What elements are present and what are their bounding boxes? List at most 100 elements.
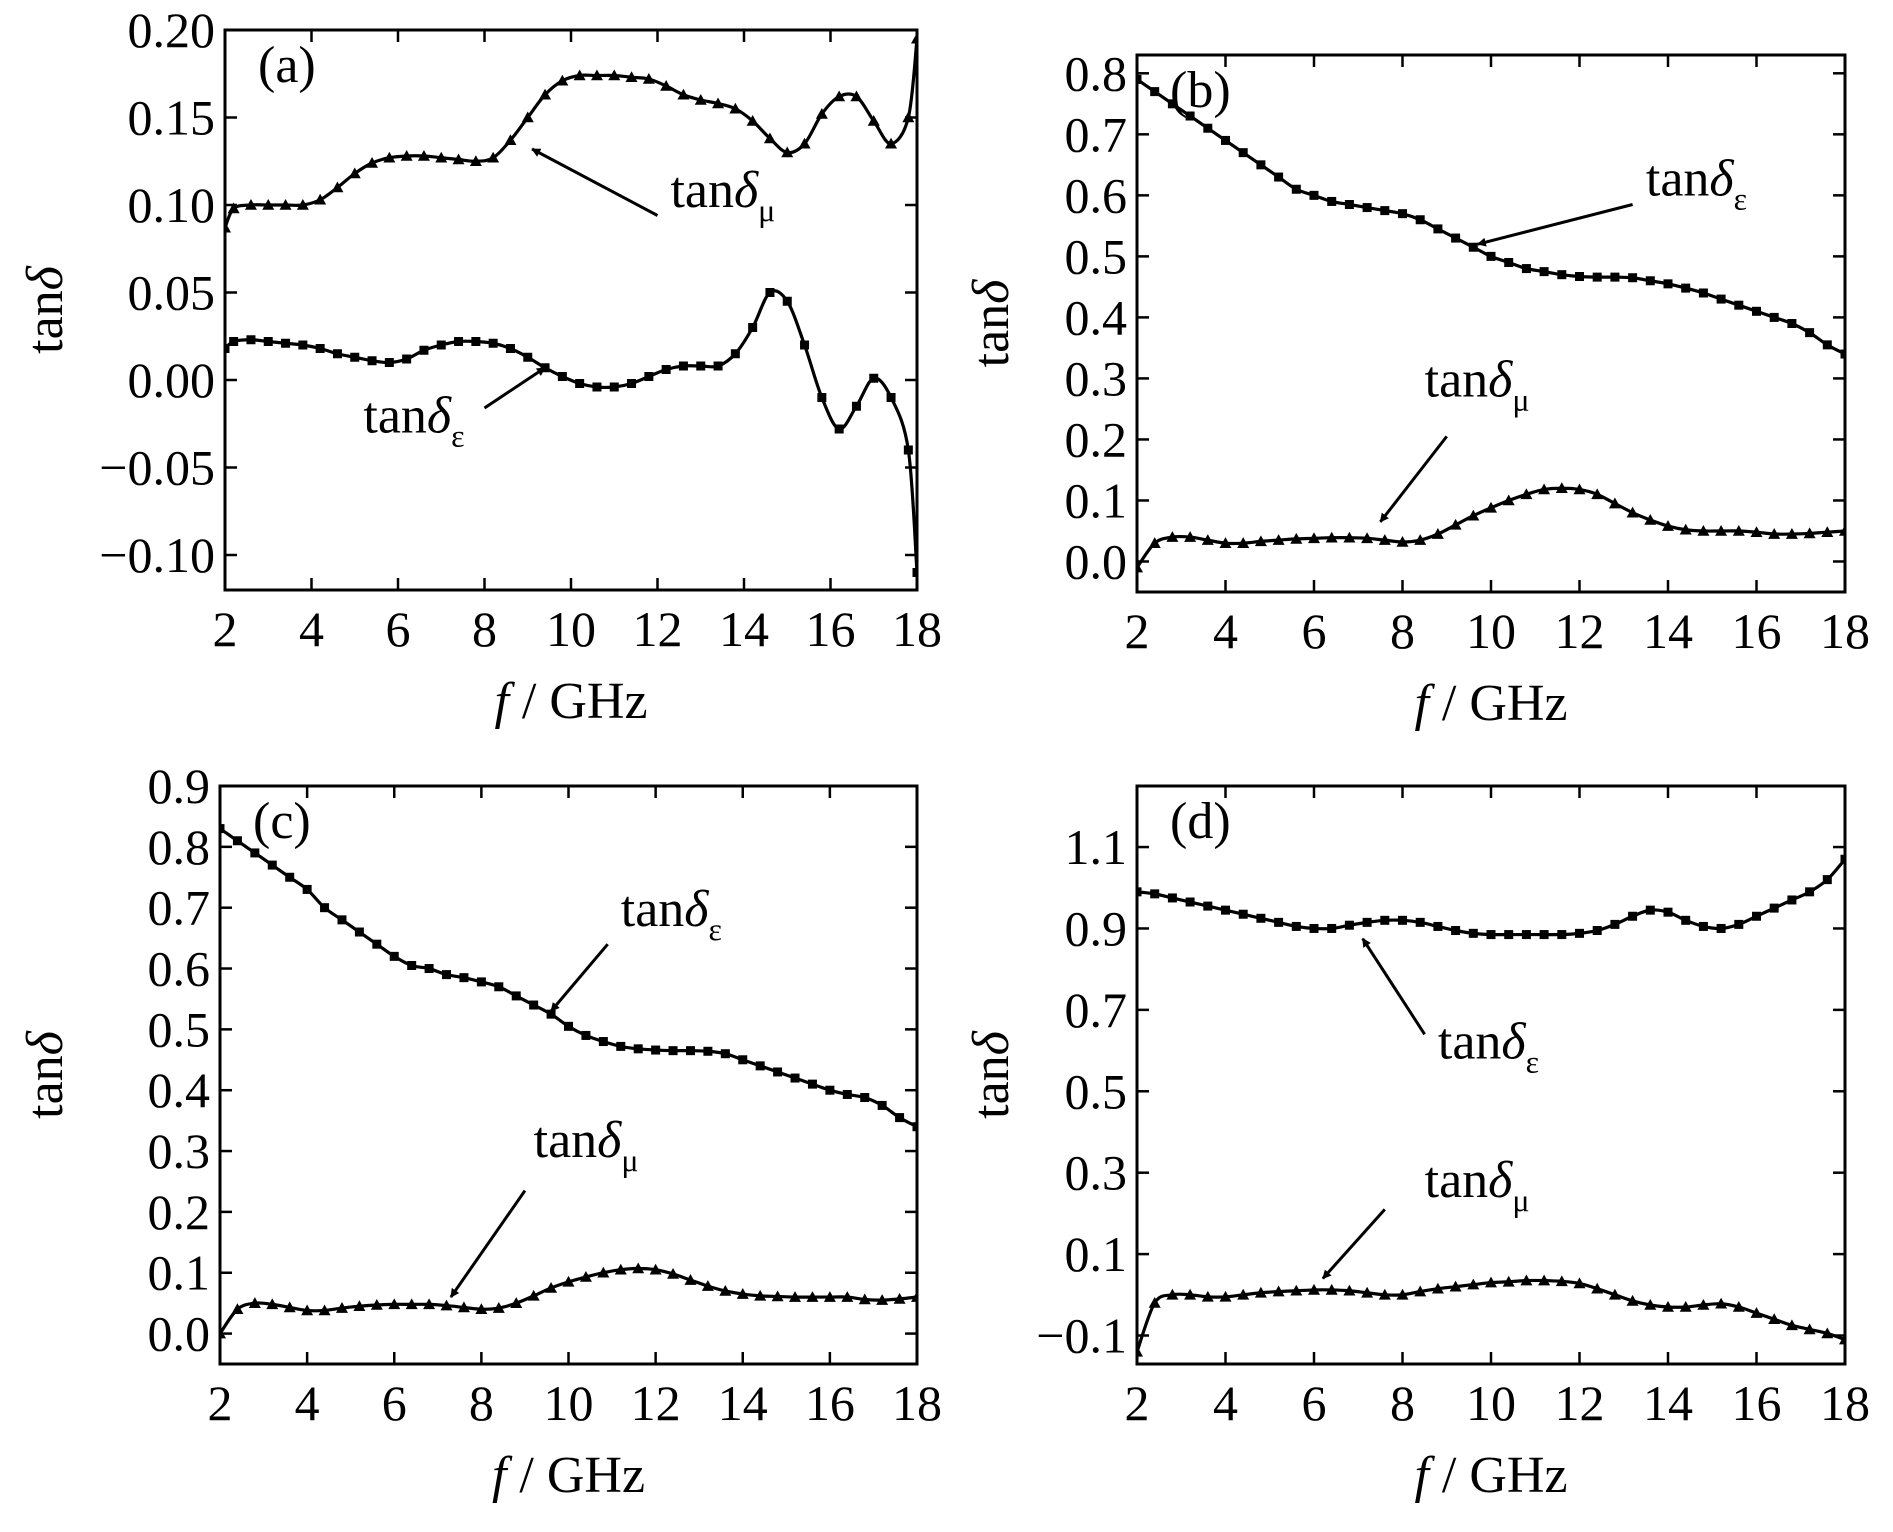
- y-tick-label: 0.9: [148, 758, 211, 814]
- data-point-square: [790, 1073, 800, 1083]
- data-point-triangle: [370, 1298, 383, 1310]
- y-axis-title: tanδ: [963, 279, 1020, 368]
- x-tick-label: 12: [631, 1375, 681, 1431]
- data-point-triangle: [1732, 524, 1745, 536]
- data-point-triangle: [1608, 1288, 1621, 1300]
- annotation-tan-delta-epsilon: tanδε: [549, 881, 722, 1013]
- data-point-square: [668, 1046, 678, 1056]
- data-point-square: [1716, 923, 1726, 933]
- data-point-square: [1344, 920, 1354, 930]
- data-point-square: [1137, 887, 1142, 897]
- data-point-triangle: [244, 199, 257, 210]
- data-point-square: [1167, 893, 1177, 903]
- data-point-square: [1521, 930, 1531, 940]
- data-point-square: [436, 340, 446, 350]
- data-point-square: [1274, 172, 1284, 182]
- data-point-triangle: [1485, 501, 1497, 513]
- data-point-triangle: [649, 1263, 662, 1275]
- data-point-square: [1238, 148, 1248, 158]
- data-point-square: [912, 1122, 917, 1132]
- y-tick-label: 0.4: [148, 1062, 211, 1118]
- data-point-triangle: [719, 1284, 732, 1296]
- y-axis-title-delta: δ: [963, 1030, 1020, 1055]
- data-point-triangle: [331, 181, 344, 193]
- data-point-triangle: [1538, 1274, 1551, 1286]
- data-point-triangle: [1396, 1288, 1409, 1300]
- data-point-square: [782, 296, 792, 306]
- data-point-triangle: [400, 150, 413, 161]
- annotation-label-delta: δ: [734, 162, 759, 219]
- data-point-triangle: [1662, 520, 1674, 531]
- data-point-square: [1380, 206, 1390, 216]
- data-point-square: [1840, 854, 1845, 864]
- data-point-square: [442, 970, 452, 980]
- panel-d-series-square: [1137, 854, 1845, 940]
- x-tick-label: 2: [1125, 603, 1150, 659]
- data-point-square: [1575, 272, 1584, 282]
- data-point-triangle: [231, 1303, 244, 1315]
- y-tick-label: 0.4: [1065, 289, 1128, 345]
- annotation-label-sub: ε: [708, 911, 721, 947]
- annotation-label: tanδμ: [670, 162, 775, 228]
- x-tick-label: 14: [1643, 1375, 1693, 1431]
- data-point-square: [1398, 209, 1407, 219]
- data-point-triangle: [1803, 527, 1816, 539]
- y-tick-label: 0.3: [148, 1123, 211, 1179]
- y-axis-title: tanδ: [963, 1030, 1020, 1119]
- series-line: [1137, 78, 1845, 356]
- data-point-square: [1610, 919, 1620, 929]
- annotation-tan-delta-mu: tanδμ: [1379, 352, 1529, 523]
- y-tick-label: 0.3: [1065, 350, 1128, 406]
- data-point-square: [1221, 905, 1230, 915]
- x-tick-label: 16: [806, 601, 856, 657]
- annotation-label-sub: ε: [451, 418, 464, 454]
- data-point-square: [1521, 264, 1531, 274]
- x-tick-label: 8: [469, 1375, 494, 1431]
- y-tick-label: 0.2: [148, 1184, 211, 1240]
- data-point-triangle: [1644, 513, 1657, 525]
- data-point-square: [598, 1037, 608, 1047]
- x-axis-title-unit: / GHz: [509, 673, 648, 730]
- data-point-triangle: [521, 111, 534, 123]
- data-point-triangle: [545, 1281, 558, 1293]
- data-point-square: [678, 361, 688, 371]
- panel-a: 2 4 6 8 10 12 14 16 18 −0.10 −0.05 0.00 0.05 0.10 0.15…: [17, 2, 942, 730]
- y-tick-label: 0.1: [1065, 472, 1128, 528]
- y-tick-label: 0.6: [148, 941, 211, 997]
- data-point-triangle: [452, 153, 465, 165]
- data-point-triangle: [457, 1301, 470, 1313]
- data-point-triangle: [469, 155, 482, 167]
- data-point-triangle: [1697, 524, 1710, 536]
- data-point-square: [644, 372, 654, 381]
- data-point-square: [529, 1000, 539, 1010]
- data-point-triangle: [712, 97, 725, 109]
- data-point-triangle: [1644, 1298, 1657, 1310]
- data-point-square: [1557, 270, 1567, 280]
- data-point-triangle: [279, 199, 292, 210]
- data-point-square: [372, 939, 382, 949]
- annotation-tan-delta-epsilon: tanδε: [1476, 150, 1747, 247]
- panel-label: (d): [1170, 793, 1231, 850]
- annotation-arrow: [483, 366, 546, 410]
- data-point-square: [1752, 306, 1761, 316]
- data-point-square: [1415, 917, 1425, 927]
- data-point-triangle: [701, 1280, 714, 1291]
- data-point-square: [895, 1113, 905, 1123]
- data-point-square: [834, 424, 844, 434]
- data-point-square: [1362, 203, 1372, 213]
- annotation-tan-delta-epsilon: tanδε: [363, 366, 546, 454]
- annotation-arrow: [1361, 937, 1426, 1036]
- y-axis-title: tanδ: [17, 1030, 74, 1119]
- data-point-triangle: [1361, 532, 1374, 544]
- data-point-square: [1468, 928, 1478, 938]
- data-point-square: [523, 352, 533, 362]
- data-point-square: [1539, 267, 1549, 277]
- data-point-triangle: [383, 151, 396, 163]
- data-point-square: [1575, 928, 1584, 938]
- y-axis-title-delta: δ: [17, 265, 74, 290]
- data-point-square: [225, 344, 230, 353]
- x-tick-label: 4: [1213, 1375, 1238, 1431]
- data-point-triangle: [1449, 1280, 1462, 1292]
- data-point-square: [1137, 74, 1142, 84]
- data-point-triangle: [763, 132, 776, 144]
